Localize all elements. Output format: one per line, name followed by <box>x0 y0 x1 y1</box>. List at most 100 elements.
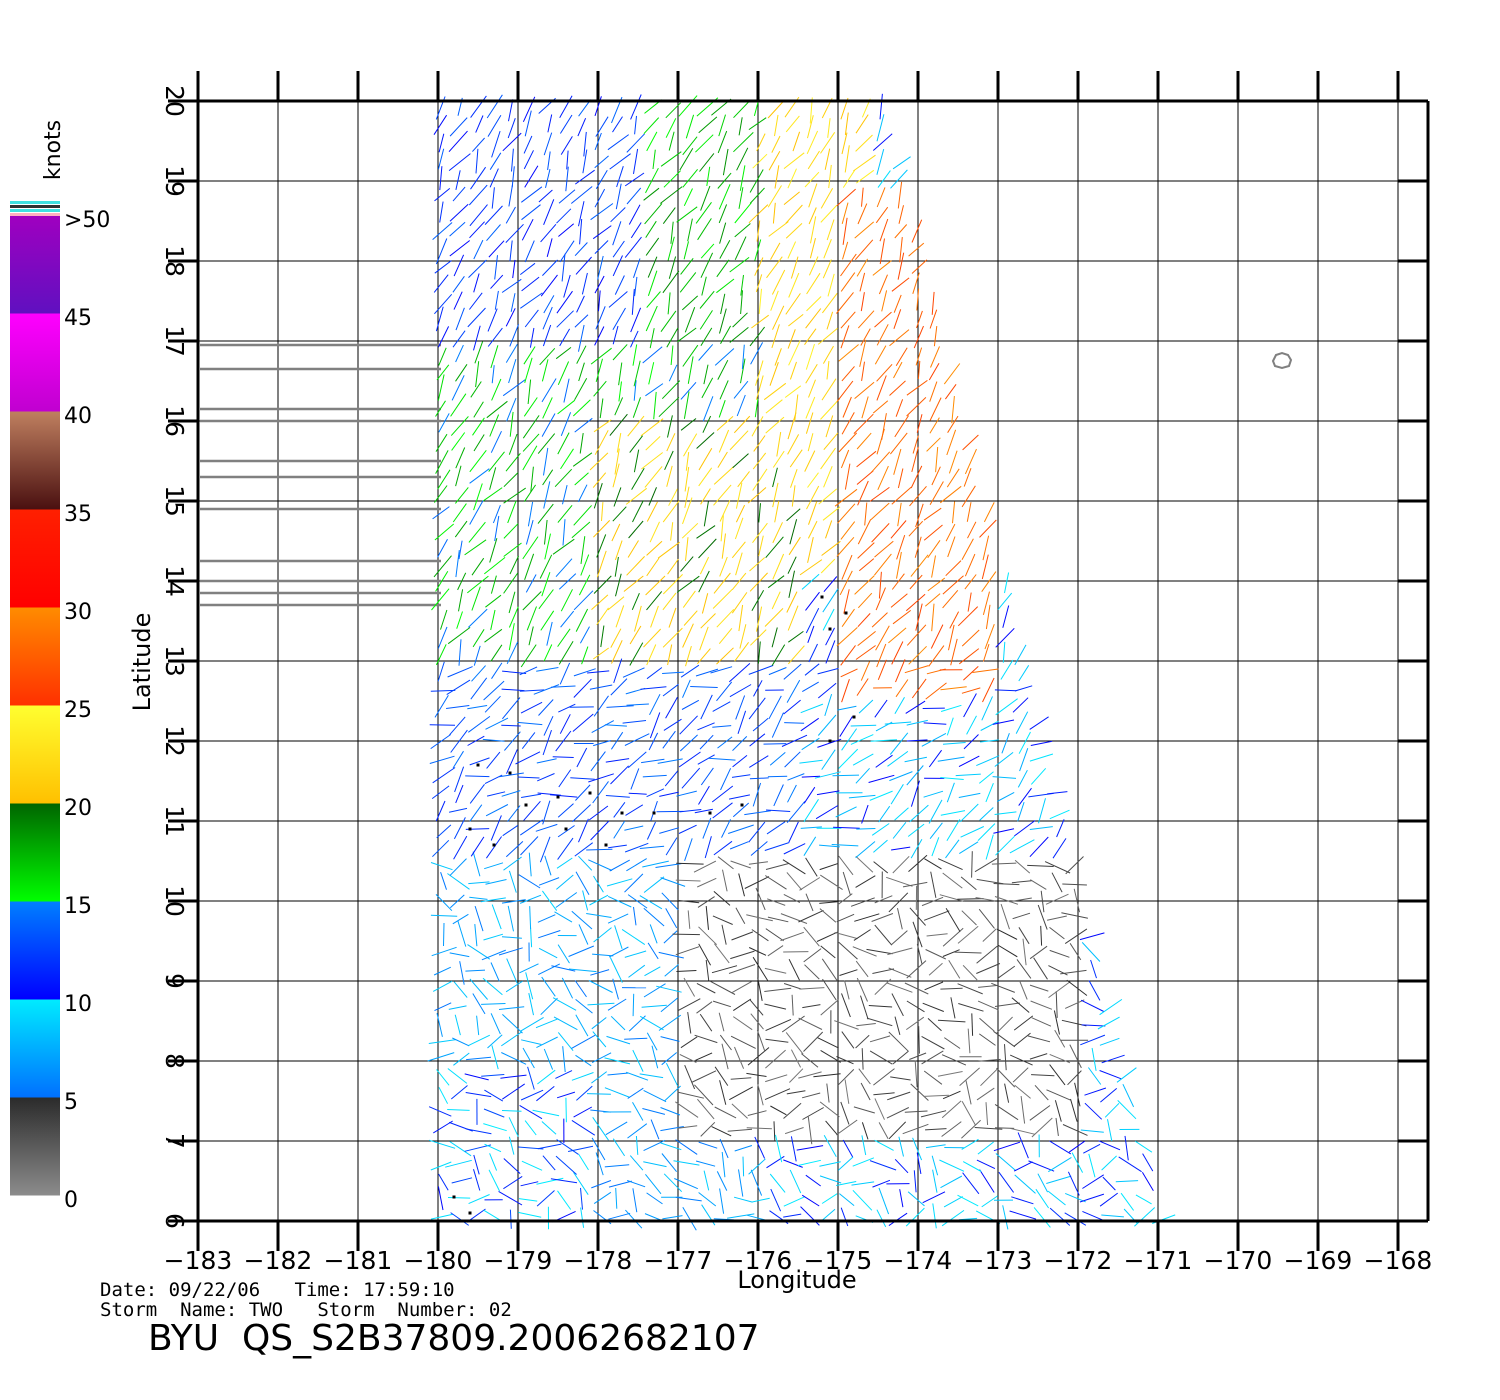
wind-vector <box>838 941 858 960</box>
wind-vector <box>767 185 782 208</box>
wind-vector <box>438 1173 449 1191</box>
wind-vector <box>539 836 551 863</box>
wind-vector <box>930 871 937 898</box>
rain-flag <box>468 827 472 831</box>
wind-vector <box>469 500 484 525</box>
wind-vector <box>575 784 591 801</box>
wind-vector <box>876 187 886 208</box>
wind-vector <box>469 221 485 239</box>
colorbar-title: knots <box>41 120 66 180</box>
wind-vector <box>967 521 977 539</box>
wind-vector <box>522 1047 535 1069</box>
wind-vector <box>958 755 980 768</box>
wind-vector <box>503 472 519 488</box>
colorbar-label: 45 <box>64 306 92 331</box>
wind-vector <box>909 804 929 823</box>
wind-vector <box>1102 1176 1116 1191</box>
wind-vector <box>967 1028 971 1054</box>
wind-vector <box>785 293 801 315</box>
wind-vector <box>805 591 820 611</box>
wind-vector <box>501 724 521 727</box>
wind-vector <box>472 137 485 152</box>
wind-vector <box>785 204 803 224</box>
wind-vector <box>646 591 663 611</box>
wind-vector <box>698 570 710 593</box>
wind-vector <box>567 1145 594 1152</box>
wind-vector <box>595 170 608 190</box>
wind-vector <box>608 946 629 958</box>
wind-vector <box>626 703 649 706</box>
wind-vector <box>877 465 889 491</box>
wind-vector <box>1030 879 1047 890</box>
wind-vector <box>1099 1070 1122 1080</box>
y-tick-label: 11 <box>160 805 189 837</box>
wind-vector <box>437 374 445 401</box>
wind-vector <box>447 626 471 645</box>
wind-vector <box>841 993 851 1018</box>
wind-vector <box>773 784 784 807</box>
wind-vector <box>834 488 858 507</box>
wind-vector <box>821 749 836 770</box>
wind-vector <box>698 538 717 559</box>
wind-vector <box>1027 1035 1051 1043</box>
wind-vector <box>438 133 445 153</box>
wind-vector <box>552 997 577 1011</box>
wind-vector <box>594 240 609 254</box>
wind-vector <box>469 204 488 227</box>
x-tick-label: −171 <box>1124 1246 1193 1275</box>
wind-vector <box>711 1126 732 1137</box>
wind-vector <box>682 623 694 648</box>
wind-vector <box>836 1119 858 1136</box>
wind-vector <box>556 290 573 314</box>
wind-vector <box>820 945 836 959</box>
wind-vector <box>840 1207 849 1227</box>
wind-vector <box>819 862 839 871</box>
wind-vector <box>464 1144 492 1152</box>
wind-vector <box>894 1016 901 1036</box>
wind-vector <box>874 1139 894 1151</box>
wind-vector <box>739 165 746 191</box>
wind-vector <box>711 965 738 974</box>
wind-vector <box>749 999 764 1016</box>
wind-vector <box>959 803 979 823</box>
wind-vector <box>974 1127 1003 1130</box>
wind-vector <box>840 1101 850 1125</box>
wind-vector <box>521 204 541 221</box>
wind-vector <box>624 733 650 746</box>
wind-vector <box>484 1089 504 1102</box>
wind-vector <box>541 976 556 997</box>
wind-vector <box>861 1048 864 1070</box>
wind-vector <box>997 944 1018 958</box>
wind-vector <box>557 361 570 386</box>
wind-vector <box>722 148 729 176</box>
wind-vector <box>852 753 874 766</box>
wind-vector <box>588 773 614 783</box>
wind-vector <box>978 908 995 929</box>
wind-vector <box>498 947 523 956</box>
wind-vector <box>755 274 763 293</box>
wind-vector <box>451 1177 473 1184</box>
wind-vector <box>467 735 485 746</box>
wind-vector <box>558 573 577 590</box>
wind-vector <box>817 682 837 699</box>
wind-vector <box>718 184 731 210</box>
wind-vector <box>695 1160 716 1167</box>
wind-vector <box>836 1056 854 1065</box>
wind-vector <box>491 365 495 384</box>
wind-vector <box>734 202 752 224</box>
wind-vector <box>854 913 880 922</box>
wind-vector <box>888 1031 909 1052</box>
wind-vector <box>543 1048 554 1070</box>
wind-vector <box>661 1052 678 1066</box>
wind-vector <box>803 786 816 804</box>
wind-vector <box>525 574 537 593</box>
wind-vector <box>728 663 751 683</box>
wind-vector <box>432 980 453 992</box>
wind-vector <box>935 446 939 473</box>
wind-vector <box>907 823 925 837</box>
wind-vector <box>1080 1034 1106 1046</box>
wind-vector <box>828 164 832 189</box>
rain-flag <box>476 763 480 767</box>
wind-vector <box>766 821 786 835</box>
wind-vector <box>923 722 947 725</box>
